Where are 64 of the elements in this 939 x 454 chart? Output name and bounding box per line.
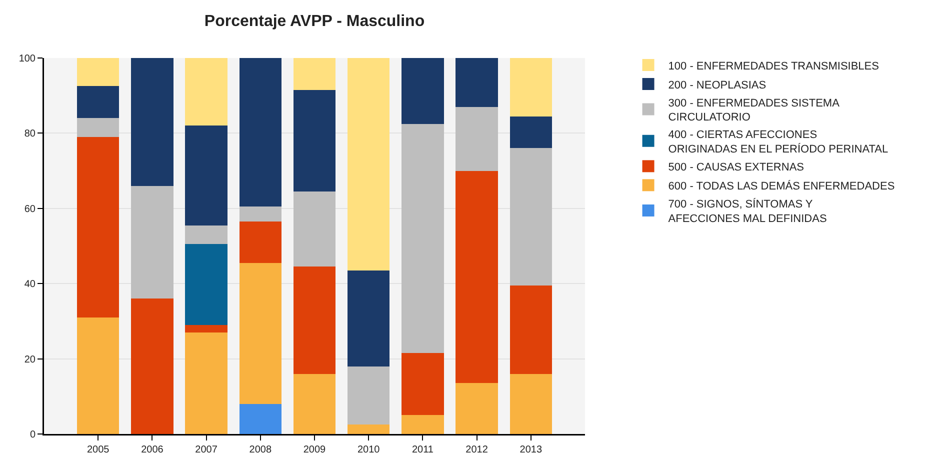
y-tick-label: 40: [24, 279, 36, 290]
bar: [348, 58, 390, 270]
legend-label: 200 - NEOPLASIAS: [668, 79, 766, 92]
x-tick-label: 2010: [357, 444, 380, 454]
bar: [185, 225, 228, 244]
bar: [239, 206, 282, 222]
bar: [402, 124, 444, 354]
bar: [348, 424, 390, 434]
bar: [239, 404, 282, 434]
y-tick-label: 60: [24, 204, 36, 215]
x-tick-label: 2007: [195, 444, 218, 454]
chart-title: Porcentaje AVPP - Masculino: [204, 13, 425, 30]
x-tick-label: 2005: [86, 444, 110, 454]
bar: [185, 332, 228, 434]
bar: [77, 317, 120, 434]
bar: [77, 58, 120, 86]
bar: [402, 415, 444, 434]
bar: [239, 58, 282, 207]
legend-label: 600 - TODAS LAS DEMÁS ENFERMEDADES: [668, 179, 895, 192]
y-tick-label: 100: [18, 54, 36, 64]
bar: [348, 270, 390, 366]
bar: [456, 170, 498, 384]
y-tick-label: 20: [24, 354, 36, 366]
bar: [293, 90, 336, 192]
bar: [185, 244, 228, 325]
bar: [456, 106, 498, 171]
bar: [239, 222, 282, 263]
bar: [131, 298, 174, 434]
legend-label: 100 - ENFERMEDADES TRANSMISIBLES: [668, 60, 879, 72]
bar: [510, 374, 552, 434]
bar: [77, 86, 120, 118]
bar: [402, 353, 444, 416]
bar: [348, 366, 390, 425]
x-tick-label: 2011: [412, 444, 434, 454]
bar: [510, 148, 552, 286]
bar: [77, 136, 120, 318]
legend-label: 400 - CIERTAS AFECCIONES ORIGINADAS EN EL PERÍODO PERINATAL: [668, 129, 888, 156]
x-tick-label: 2006: [141, 444, 164, 454]
bar: [402, 58, 444, 124]
bar: [456, 58, 498, 107]
bar: [293, 374, 336, 434]
x-tick-label: 2009: [303, 444, 326, 454]
bar: [185, 58, 228, 126]
bar: [510, 58, 552, 116]
bar: [131, 186, 174, 299]
legend-label: 300 - ENFERMEDADES SISTEMA CIRCULATORIO: [668, 97, 840, 124]
bar: [185, 324, 228, 332]
bar: [510, 285, 552, 374]
bar: [293, 58, 336, 90]
legend-label: 500 - CAUSAS EXTERNAS: [668, 161, 804, 174]
legend-label: 700 - SIGNOS, SÍNTOMAS Y AFECCIONES MAL DEFINIDAS: [668, 198, 827, 225]
x-tick-label: 2012: [466, 444, 488, 454]
bar: [293, 266, 336, 374]
bar: [456, 383, 498, 434]
bar: [293, 191, 336, 267]
bar: [131, 58, 174, 186]
bar: [77, 118, 120, 137]
bar: [510, 116, 552, 148]
y-tick-label: 80: [24, 128, 36, 140]
x-tick-label: 2008: [249, 444, 272, 454]
x-tick-label: 2013: [520, 444, 542, 454]
bar: [185, 126, 228, 226]
bar: [239, 262, 282, 404]
y-tick-label: 0: [30, 430, 36, 440]
